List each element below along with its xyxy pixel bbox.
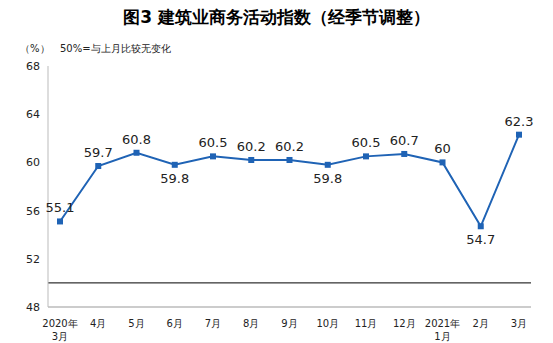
svg-text:68: 68 xyxy=(26,60,40,73)
svg-text:7月: 7月 xyxy=(205,318,221,329)
svg-text:2021年: 2021年 xyxy=(425,318,460,329)
svg-text:60.5: 60.5 xyxy=(199,135,228,150)
svg-text:52: 52 xyxy=(26,253,40,266)
svg-text:8月: 8月 xyxy=(243,318,259,329)
svg-text:56: 56 xyxy=(26,205,40,218)
svg-text:9月: 9月 xyxy=(281,318,297,329)
svg-text:60.7: 60.7 xyxy=(390,133,419,148)
svg-text:4月: 4月 xyxy=(90,318,106,329)
svg-text:55.1: 55.1 xyxy=(46,200,75,215)
svg-text:10月: 10月 xyxy=(316,318,339,329)
svg-text:1月: 1月 xyxy=(434,331,450,342)
svg-text:6月: 6月 xyxy=(167,318,183,329)
svg-text:59.7: 59.7 xyxy=(84,145,113,160)
svg-text:3月: 3月 xyxy=(511,318,527,329)
svg-text:59.8: 59.8 xyxy=(313,171,342,186)
svg-text:54.7: 54.7 xyxy=(466,232,495,247)
svg-text:60.8: 60.8 xyxy=(122,132,151,147)
svg-text:60.2: 60.2 xyxy=(237,139,266,154)
svg-text:59.8: 59.8 xyxy=(160,171,189,186)
svg-text:60.5: 60.5 xyxy=(352,135,381,150)
svg-text:64: 64 xyxy=(26,108,40,121)
svg-text:60: 60 xyxy=(434,141,451,156)
svg-text:5月: 5月 xyxy=(128,318,144,329)
svg-text:3月: 3月 xyxy=(52,331,68,342)
svg-text:11月: 11月 xyxy=(355,318,378,329)
svg-text:48: 48 xyxy=(26,301,40,314)
svg-text:2020年: 2020年 xyxy=(42,318,77,329)
html-text:图3 建筑业商务活动指数（经季节调整）: 图3 建筑业商务活动指数（经季节调整） xyxy=(123,7,430,27)
svg-text:62.3: 62.3 xyxy=(505,114,534,129)
svg-text:2月: 2月 xyxy=(473,318,489,329)
svg-text:12月: 12月 xyxy=(393,318,416,329)
svg-text:60.2: 60.2 xyxy=(275,139,304,154)
html-text:50%=与上月比较无变化: 50%=与上月比较无变化 xyxy=(60,43,171,54)
svg-text:60: 60 xyxy=(26,156,40,169)
